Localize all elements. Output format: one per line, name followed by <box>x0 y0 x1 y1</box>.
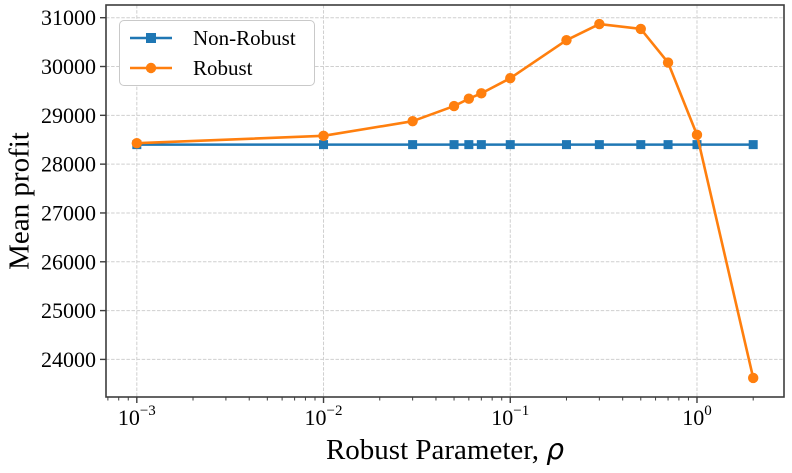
data-point-robust <box>505 73 516 84</box>
y-tick-label: 25000 <box>41 298 96 323</box>
y-tick-label: 31000 <box>41 5 96 30</box>
data-point-robust <box>448 100 460 112</box>
x-axis-label: Robust Parameter, ρ <box>326 433 564 467</box>
legend-label-non-robust: Non-Robust <box>193 25 296 50</box>
data-point-robust <box>131 137 143 149</box>
legend-label-robust: Robust <box>193 55 253 80</box>
data-point-robust <box>561 34 572 46</box>
x-tick-label: 10−2 <box>305 403 343 430</box>
legend-line-circle-icon <box>130 62 172 74</box>
data-point-robust <box>662 57 674 68</box>
data-point-non-robust <box>319 140 329 150</box>
data-point-robust <box>594 18 605 30</box>
data-point-robust <box>747 372 759 384</box>
x-axis-label-text: Robust Parameter, <box>325 434 547 466</box>
y-tick-label: 29000 <box>41 103 96 128</box>
legend-item-non-robust: Non-Robust <box>128 25 314 51</box>
x-tick-label: 10−1 <box>491 403 529 430</box>
x-tick-label: 10−3 <box>118 403 156 430</box>
plot-border <box>105 4 785 398</box>
y-tick-label: 24000 <box>41 347 96 372</box>
legend: Non-Robust Robust <box>119 20 315 86</box>
data-point-non-robust <box>505 140 515 150</box>
data-point-robust <box>463 93 475 104</box>
data-point-robust <box>407 115 418 127</box>
data-point-robust <box>318 130 329 142</box>
data-point-robust <box>635 23 646 35</box>
legend-item-robust: Robust <box>128 55 314 81</box>
data-point-non-robust <box>476 140 486 150</box>
data-point-non-robust <box>561 140 571 150</box>
data-point-non-robust <box>692 140 702 150</box>
data-point-non-robust <box>449 140 459 150</box>
data-point-robust <box>691 129 703 141</box>
data-point-non-robust <box>748 140 758 150</box>
series-group <box>131 18 759 384</box>
y-tick-label: 27000 <box>41 200 96 225</box>
data-point-non-robust <box>408 140 418 150</box>
legend-line-square-icon <box>130 33 172 43</box>
x-axis-label-rho-symbol: ρ <box>546 433 565 466</box>
data-point-robust <box>476 88 487 99</box>
axes: 10−3 10−2 10−1 100 24000 25000 26000 27000 28000… <box>41 4 785 430</box>
y-tick-label: 26000 <box>41 249 96 274</box>
y-tick-label: 30000 <box>41 54 96 79</box>
data-point-non-robust <box>636 140 646 150</box>
series-robust <box>131 18 759 384</box>
data-point-non-robust <box>594 140 604 150</box>
x-tick-label: 100 <box>682 403 712 430</box>
data-point-non-robust <box>663 140 673 150</box>
y-tick-label: 28000 <box>41 152 96 177</box>
y-axis-label: Mean profit <box>3 132 36 270</box>
data-point-non-robust <box>464 140 474 150</box>
series-non-robust <box>132 140 758 150</box>
